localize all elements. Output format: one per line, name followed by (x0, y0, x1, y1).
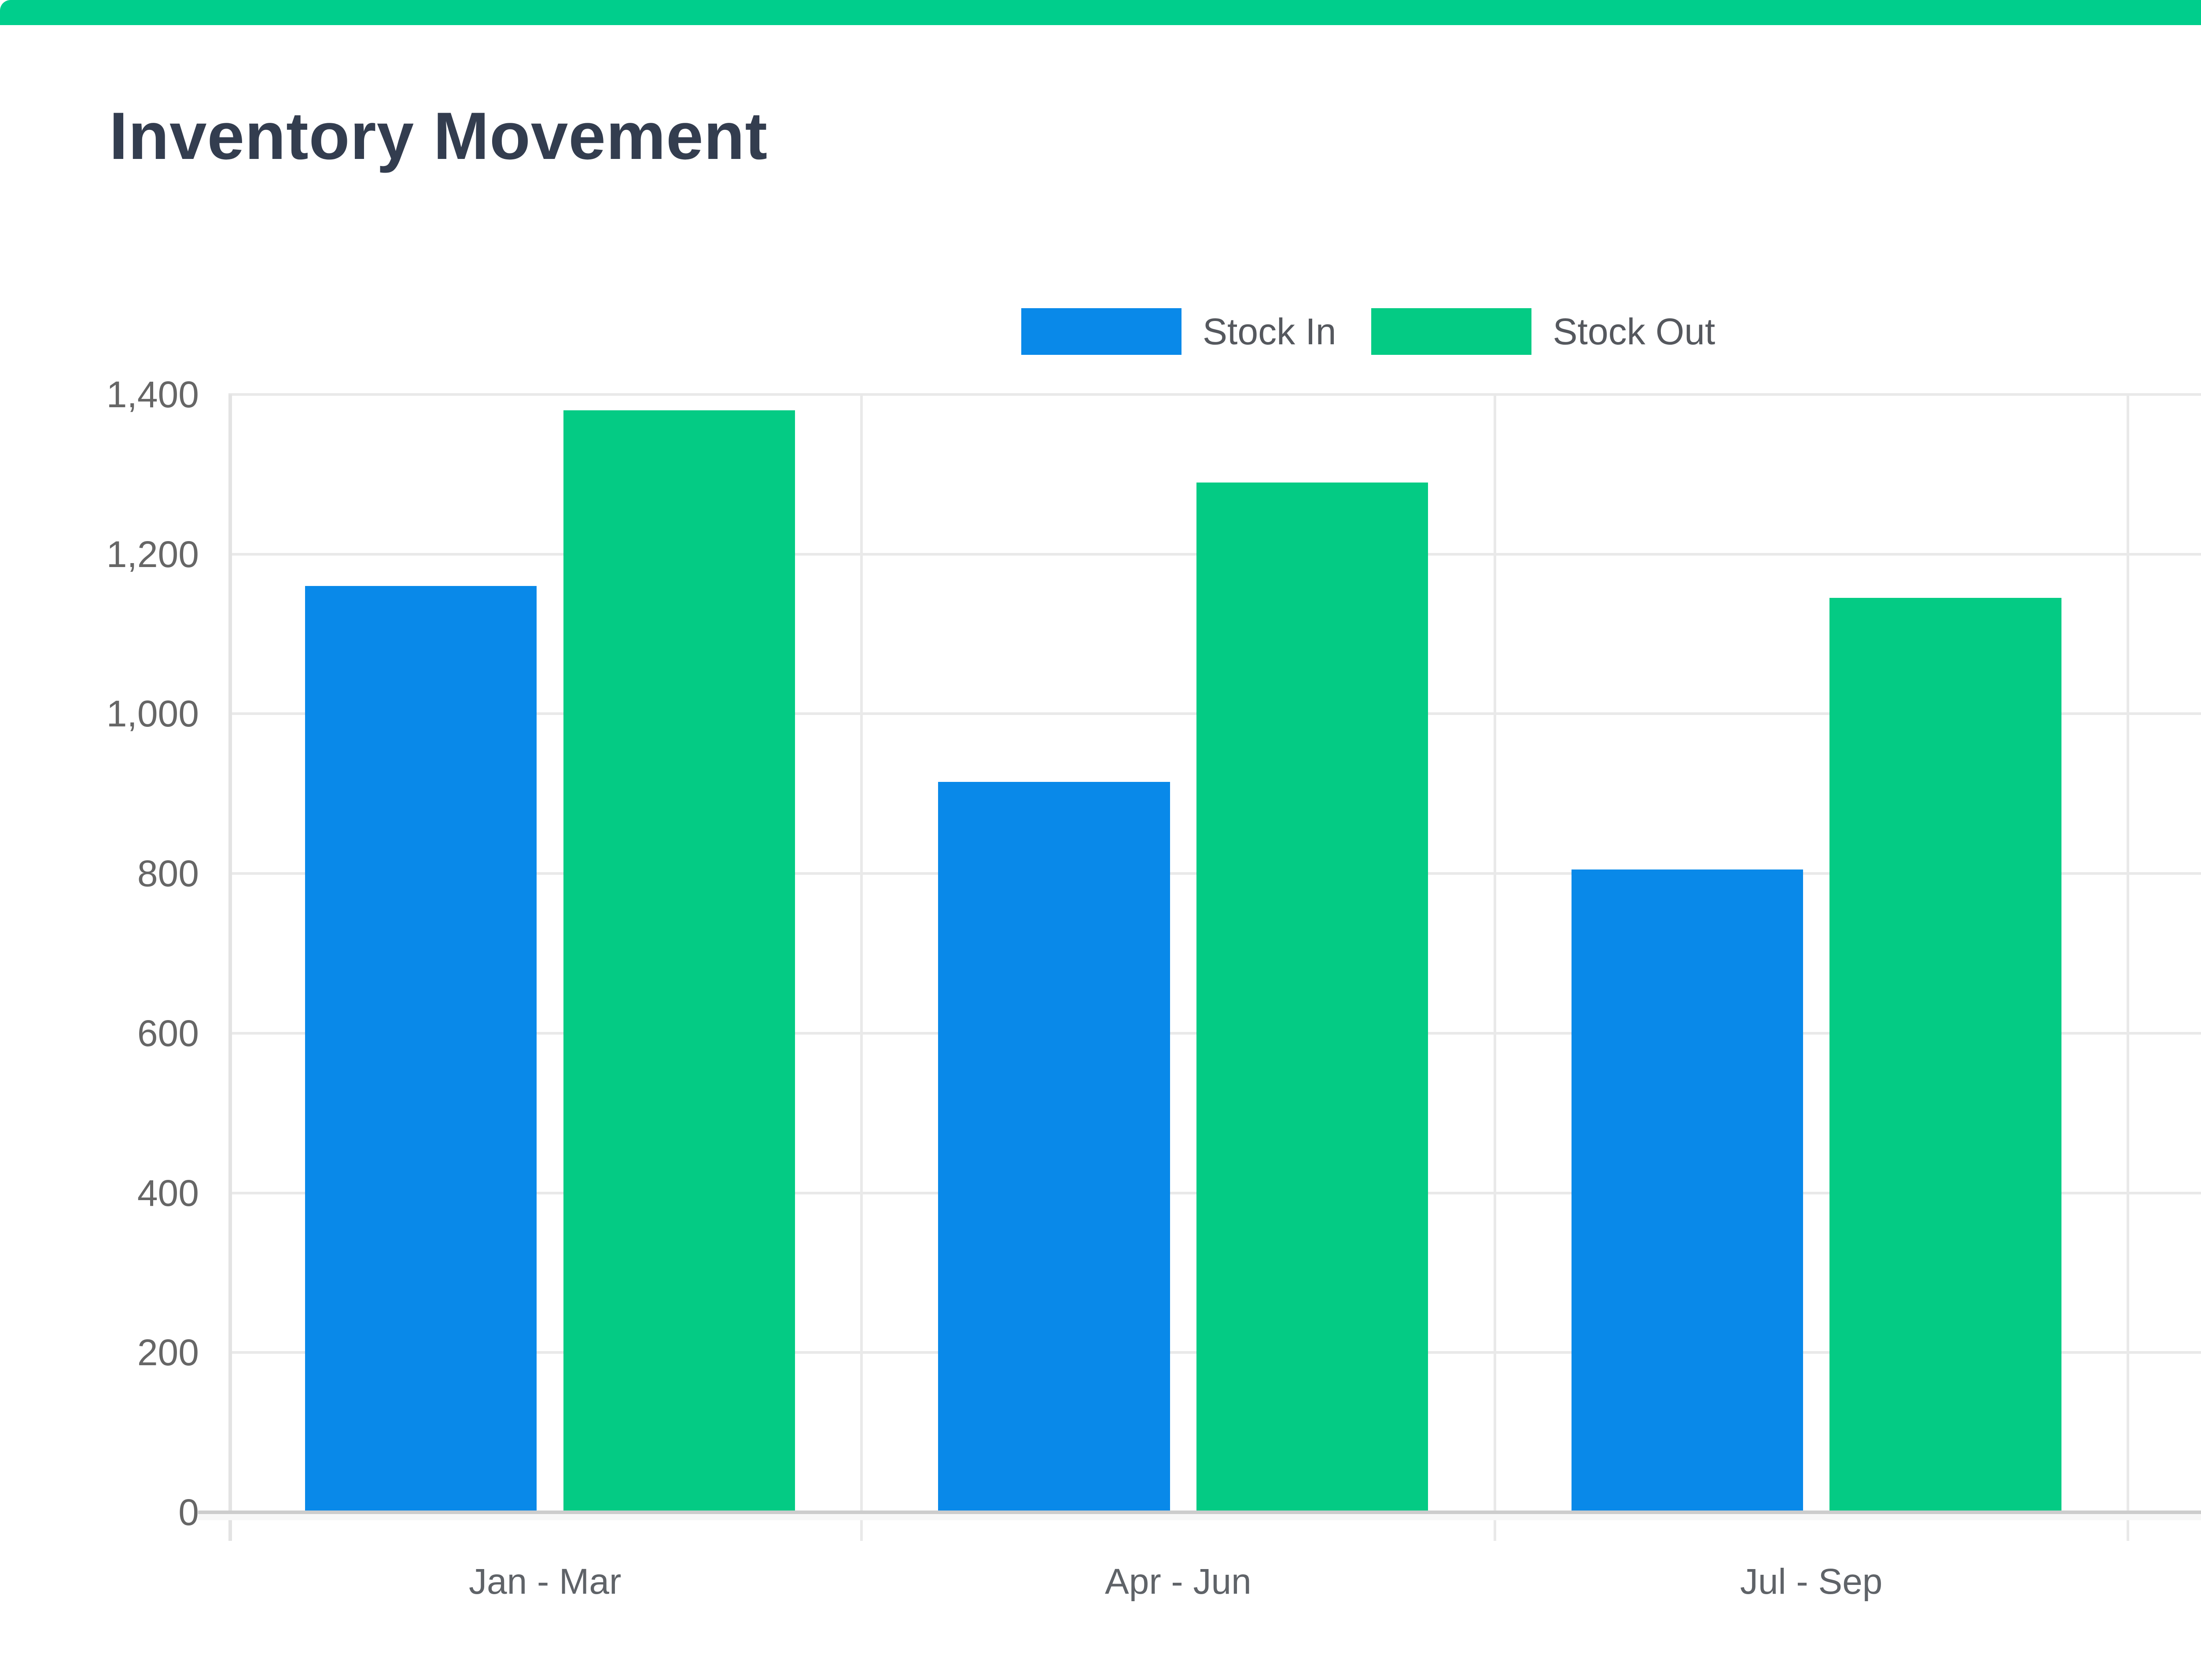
chart-legend: Stock In Stock Out (1021, 308, 1715, 355)
category-group-apr-jun (861, 394, 1494, 1512)
gridline-v (2126, 394, 2129, 1541)
gridline-v (1493, 394, 1496, 1541)
x-axis-label-jan-mar: Jan - Mar (468, 1562, 622, 1602)
y-axis-tick-label: 1,400 (106, 374, 199, 415)
y-axis-tick-label: 0 (178, 1492, 199, 1533)
x-axis-line (198, 1511, 2201, 1514)
bar-stock-in-apr-jun[interactable] (938, 781, 1170, 1512)
page-title: Inventory Movement (109, 99, 768, 173)
x-axis: Jan - Mar Apr - Jun Jul - Sep Oct - Dec (228, 1562, 2201, 1610)
gridline-h (228, 393, 2201, 396)
x-axis-label-apr-jun: Apr - Jun (1105, 1562, 1251, 1602)
stock-in-swatch-icon (1021, 308, 1181, 355)
plot-area (228, 393, 2201, 1541)
bar-stock-out-jan-mar[interactable] (563, 410, 795, 1512)
y-axis-tick-label: 1,000 (106, 693, 199, 735)
stock-out-swatch-icon (1371, 308, 1532, 355)
x-axis-label-oct-dec: Oct - Dec (2128, 1562, 2201, 1602)
x-axis-shadow (198, 1514, 2201, 1520)
y-axis-tick-label: 200 (137, 1332, 199, 1374)
y-axis-tick-label: 400 (137, 1172, 199, 1214)
y-axis-border (228, 394, 232, 1541)
legend-label: Stock Out (1553, 310, 1715, 352)
legend-label: Stock In (1203, 310, 1336, 352)
y-axis-tick-label: 800 (137, 853, 199, 895)
category-group-oct-dec (2128, 394, 2201, 1512)
gridline-v (860, 394, 863, 1541)
legend-item-stock-in[interactable]: Stock In (1021, 308, 1336, 355)
bar-stock-out-apr-jun[interactable] (1196, 482, 1428, 1512)
top-accent-bar (0, 0, 2201, 25)
bar-stock-out-jul-sep[interactable] (1829, 598, 2061, 1512)
legend-item-stock-out[interactable]: Stock Out (1371, 308, 1715, 355)
category-group-jan-mar (228, 394, 861, 1512)
bar-stock-in-jul-sep[interactable] (1571, 869, 1803, 1512)
bar-stock-in-jan-mar[interactable] (305, 586, 537, 1512)
y-axis-tick-label: 600 (137, 1012, 199, 1054)
y-axis-tick-label: 1,200 (106, 533, 199, 575)
category-group-jul-sep (1495, 394, 2128, 1512)
x-axis-label-jul-sep: Jul - Sep (1740, 1562, 1883, 1602)
